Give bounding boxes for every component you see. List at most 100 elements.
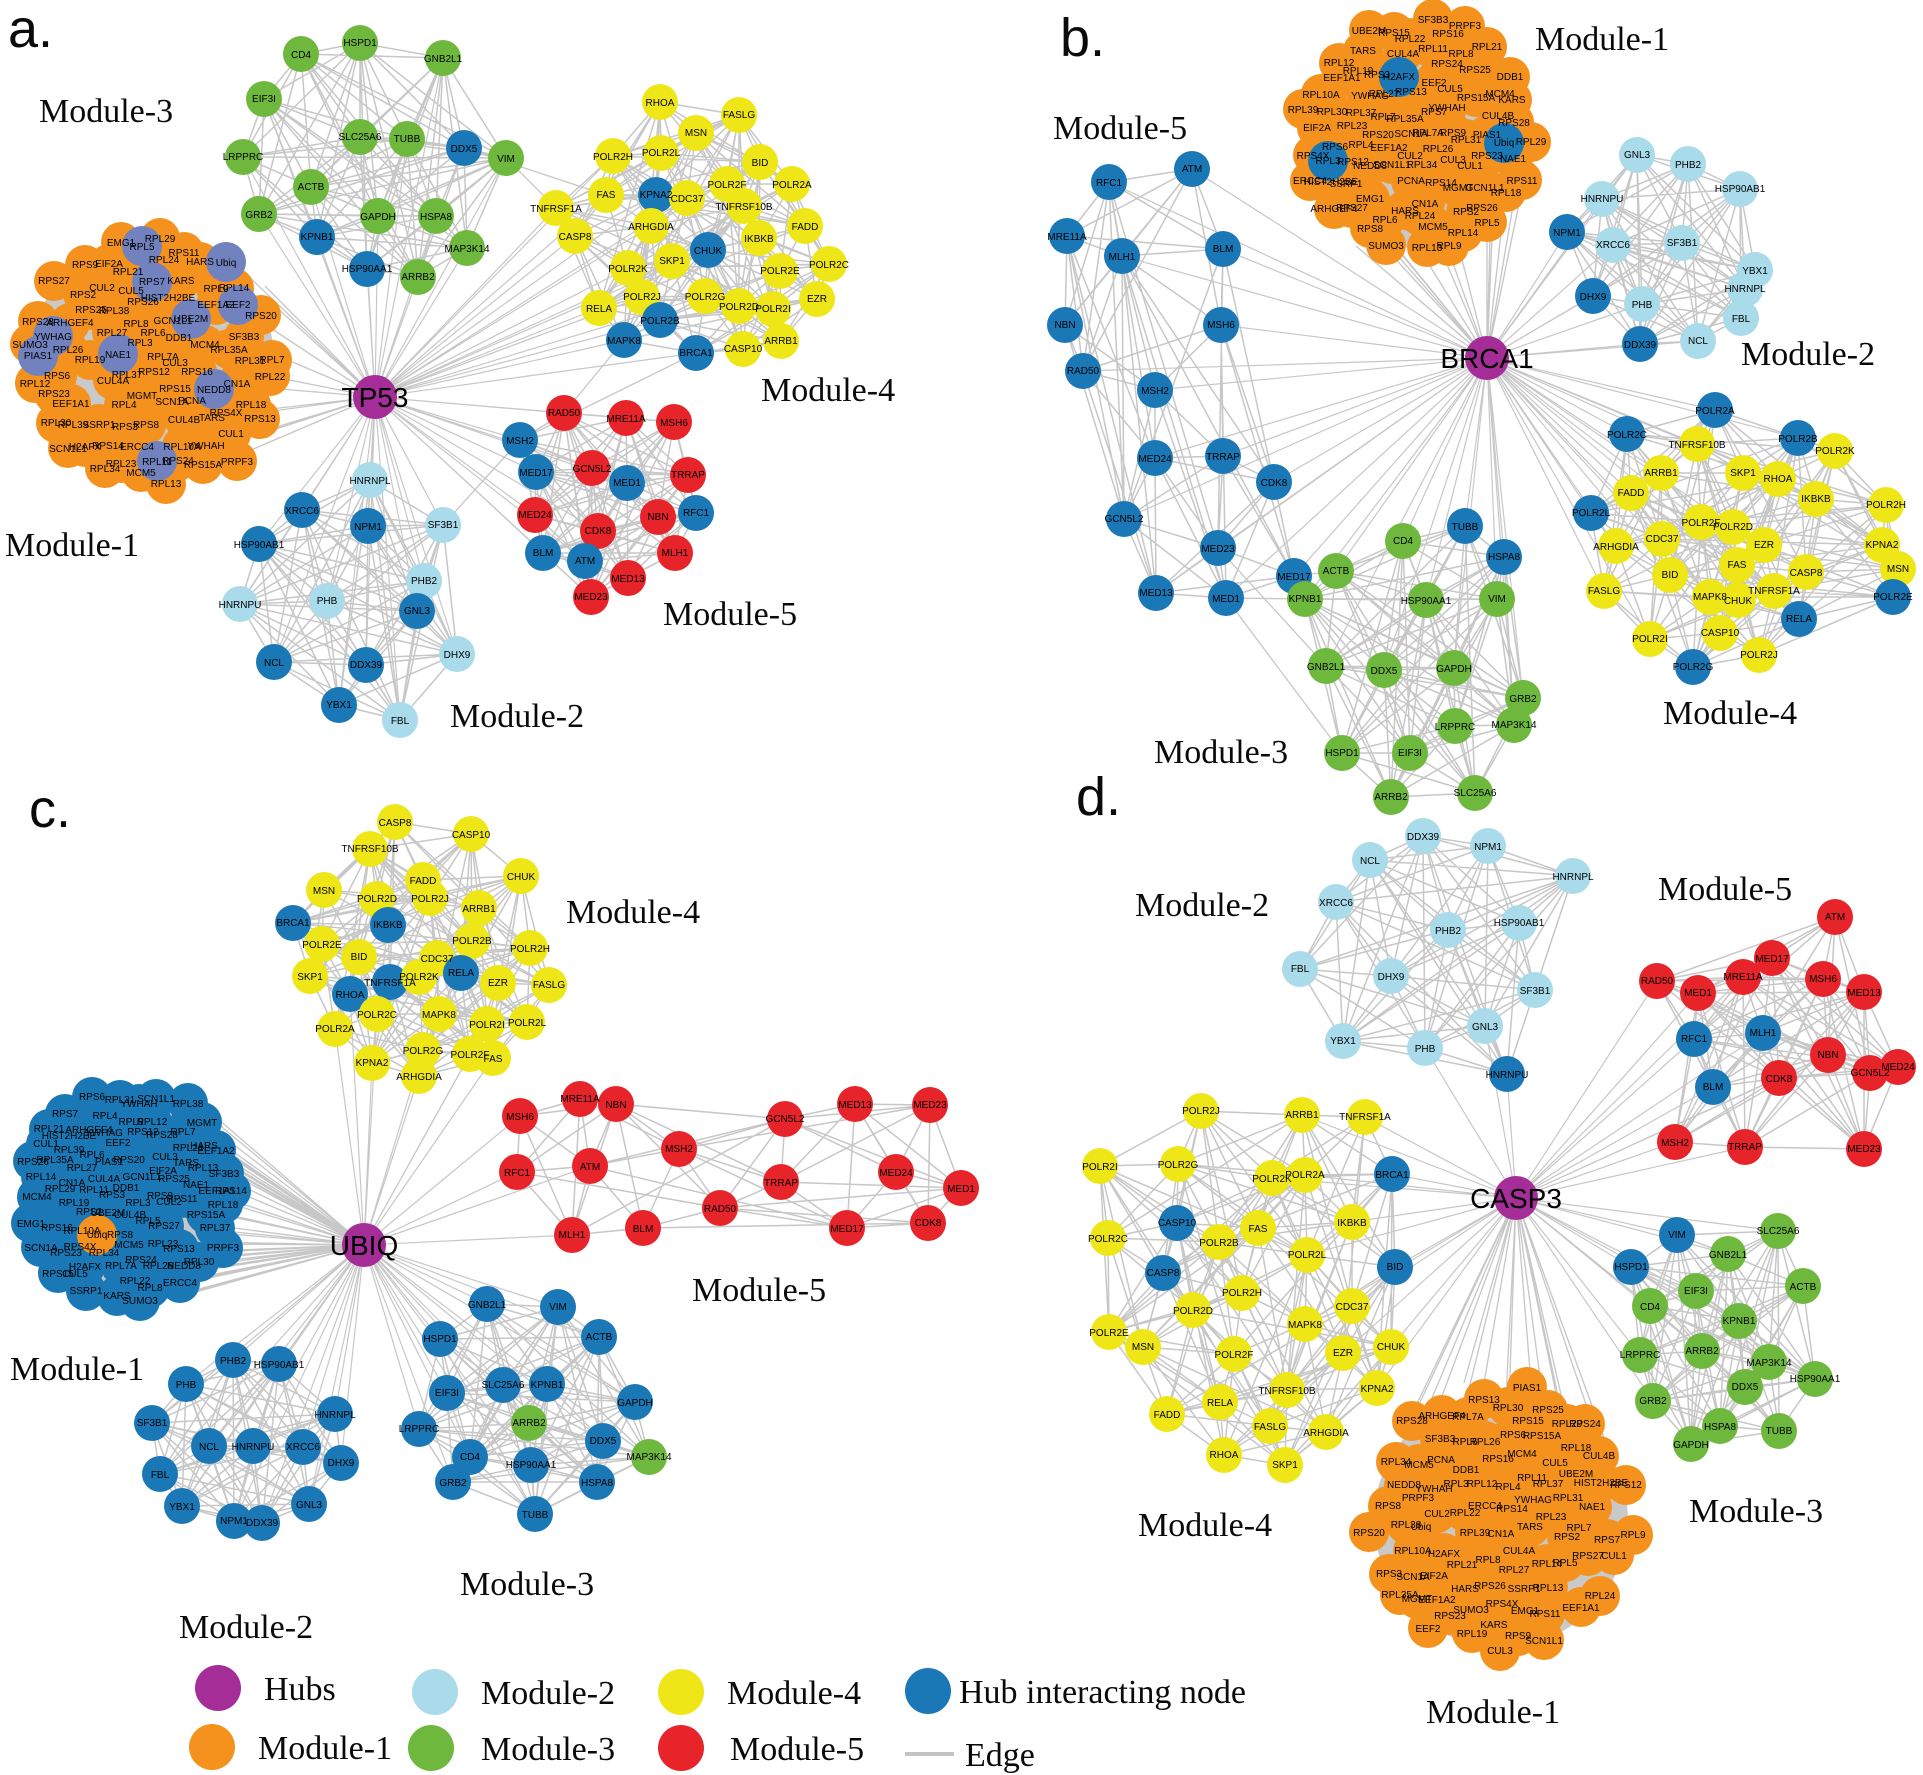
svg-text:CN1A: CN1A bbox=[224, 379, 251, 390]
svg-text:GAPDH: GAPDH bbox=[360, 212, 396, 223]
svg-text:HSP90AB1: HSP90AB1 bbox=[1715, 184, 1766, 195]
svg-text:MAPK8: MAPK8 bbox=[422, 1010, 456, 1021]
svg-text:POLR2F: POLR2F bbox=[1682, 518, 1721, 529]
svg-text:ARHGEF4: ARHGEF4 bbox=[1418, 1411, 1466, 1422]
svg-text:POLR2K: POLR2K bbox=[1815, 446, 1855, 457]
svg-text:EEF1A1: EEF1A1 bbox=[52, 399, 90, 410]
svg-text:POLR2I: POLR2I bbox=[1082, 1162, 1118, 1173]
svg-text:RPL34: RPL34 bbox=[1407, 160, 1438, 171]
svg-text:RPL35A: RPL35A bbox=[1386, 114, 1424, 125]
svg-text:CUL3: CUL3 bbox=[1487, 1646, 1513, 1657]
svg-text:KPNA2: KPNA2 bbox=[640, 190, 673, 201]
svg-text:POLR2J: POLR2J bbox=[1740, 650, 1778, 661]
svg-text:RPS23: RPS23 bbox=[1471, 151, 1503, 162]
svg-text:CUL4A: CUL4A bbox=[97, 376, 130, 387]
svg-text:RPL3: RPL3 bbox=[1315, 156, 1340, 167]
svg-text:RPL9: RPL9 bbox=[1436, 241, 1461, 252]
svg-text:BLM: BLM bbox=[533, 548, 554, 559]
svg-text:CUL4A: CUL4A bbox=[1503, 1546, 1536, 1557]
svg-text:RPL27: RPL27 bbox=[1369, 89, 1400, 100]
svg-text:RPS3: RPS3 bbox=[1376, 1569, 1403, 1580]
svg-text:POLR2C: POLR2C bbox=[809, 260, 849, 271]
svg-text:MED1: MED1 bbox=[1212, 594, 1240, 605]
svg-text:Module-1: Module-1 bbox=[10, 1351, 144, 1388]
svg-text:RPL24: RPL24 bbox=[173, 1143, 204, 1154]
svg-text:BID: BID bbox=[752, 158, 769, 169]
svg-text:RPL7A: RPL7A bbox=[147, 352, 179, 363]
svg-text:HSP90AB1: HSP90AB1 bbox=[234, 540, 285, 551]
svg-text:MAPK8: MAPK8 bbox=[1693, 592, 1727, 603]
svg-text:SKP1: SKP1 bbox=[297, 972, 323, 983]
svg-text:EIF3I: EIF3I bbox=[1398, 748, 1422, 759]
svg-text:KARS: KARS bbox=[167, 276, 195, 287]
svg-text:POLR2H: POLR2H bbox=[1866, 500, 1906, 511]
svg-text:SUMO3: SUMO3 bbox=[1453, 1605, 1489, 1616]
svg-text:TRRAP: TRRAP bbox=[1206, 452, 1240, 463]
svg-text:POLR2C: POLR2C bbox=[1607, 430, 1647, 441]
svg-text:HSP90AA1: HSP90AA1 bbox=[1790, 1374, 1841, 1385]
svg-text:MCM4: MCM4 bbox=[190, 340, 220, 351]
svg-text:RPL37: RPL37 bbox=[112, 370, 143, 381]
svg-text:RPL24: RPL24 bbox=[149, 255, 180, 266]
svg-text:RPL8: RPL8 bbox=[123, 319, 148, 330]
svg-text:GNL3: GNL3 bbox=[1472, 1022, 1499, 1033]
svg-text:MCM5: MCM5 bbox=[1404, 1460, 1434, 1471]
svg-text:RPS4X: RPS4X bbox=[64, 1242, 97, 1253]
svg-text:EEF2: EEF2 bbox=[1415, 1624, 1440, 1635]
svg-text:DDX5: DDX5 bbox=[1732, 1382, 1759, 1393]
svg-text:RPL18: RPL18 bbox=[1491, 188, 1522, 199]
svg-text:FASLG: FASLG bbox=[1254, 1422, 1286, 1433]
svg-text:TARS: TARS bbox=[173, 1158, 199, 1169]
svg-text:Module-2: Module-2 bbox=[1135, 887, 1269, 924]
svg-text:SF3B3: SF3B3 bbox=[1418, 15, 1449, 26]
svg-text:CD4: CD4 bbox=[1393, 536, 1413, 547]
svg-text:POLR2D: POLR2D bbox=[357, 894, 397, 905]
svg-text:RPS12: RPS12 bbox=[1610, 1480, 1642, 1491]
svg-text:SKP1: SKP1 bbox=[1730, 468, 1756, 479]
svg-text:XRCC6: XRCC6 bbox=[1596, 240, 1630, 251]
svg-text:VIM: VIM bbox=[1668, 1230, 1686, 1241]
svg-text:TP53: TP53 bbox=[342, 382, 409, 413]
svg-text:RPS11: RPS11 bbox=[169, 248, 200, 259]
svg-text:PIAS1: PIAS1 bbox=[95, 1157, 124, 1168]
svg-text:SUMO3: SUMO3 bbox=[122, 1296, 158, 1307]
svg-text:CASP10: CASP10 bbox=[1701, 628, 1740, 639]
svg-text:EMG1: EMG1 bbox=[1511, 1606, 1540, 1617]
svg-text:RPS6: RPS6 bbox=[44, 371, 71, 382]
svg-text:CUL4B: CUL4B bbox=[1583, 1451, 1616, 1462]
svg-text:RPL7A: RPL7A bbox=[105, 1261, 137, 1272]
svg-text:RPL21: RPL21 bbox=[113, 267, 144, 278]
svg-text:DDX5: DDX5 bbox=[590, 1436, 617, 1447]
svg-text:TARS: TARS bbox=[199, 413, 225, 424]
svg-text:MGMT: MGMT bbox=[127, 391, 158, 402]
svg-text:CUL4A: CUL4A bbox=[88, 1174, 121, 1185]
svg-text:HSPA8: HSPA8 bbox=[581, 1478, 613, 1489]
svg-text:IKBKB: IKBKB bbox=[373, 920, 403, 931]
svg-text:CUL2: CUL2 bbox=[89, 283, 115, 294]
svg-text:Module-5: Module-5 bbox=[1658, 871, 1792, 908]
svg-text:HSPD1: HSPD1 bbox=[1614, 1262, 1648, 1273]
svg-text:RPS27: RPS27 bbox=[148, 1221, 180, 1232]
svg-text:MLH1: MLH1 bbox=[1109, 252, 1136, 263]
svg-text:SUMO3: SUMO3 bbox=[12, 340, 48, 351]
svg-text:POLR2D: POLR2D bbox=[719, 302, 759, 313]
svg-text:RPL4: RPL4 bbox=[1495, 1482, 1520, 1493]
svg-text:MED13: MED13 bbox=[1847, 988, 1881, 999]
svg-text:PHB: PHB bbox=[1415, 1044, 1436, 1055]
svg-text:RPS3: RPS3 bbox=[112, 422, 139, 433]
svg-text:Module-4: Module-4 bbox=[566, 894, 700, 931]
svg-text:HNRNPU: HNRNPU bbox=[1581, 194, 1624, 205]
svg-text:RPS4X: RPS4X bbox=[1297, 151, 1330, 162]
svg-text:CDC37: CDC37 bbox=[671, 194, 704, 205]
svg-text:RPS8: RPS8 bbox=[107, 1230, 134, 1241]
svg-text:HARS: HARS bbox=[1391, 206, 1419, 217]
svg-text:RPL24: RPL24 bbox=[1585, 1591, 1616, 1602]
svg-text:ARRB2: ARRB2 bbox=[512, 1418, 546, 1429]
svg-text:HARS: HARS bbox=[190, 1141, 218, 1152]
svg-text:BRCA1: BRCA1 bbox=[276, 918, 310, 929]
svg-text:SKP1: SKP1 bbox=[659, 256, 685, 267]
svg-text:TUBB: TUBB bbox=[394, 134, 421, 145]
svg-text:RPL13: RPL13 bbox=[1533, 1583, 1564, 1594]
svg-text:POLR2H: POLR2H bbox=[510, 944, 550, 955]
svg-text:GNB2L1: GNB2L1 bbox=[1709, 1250, 1748, 1261]
